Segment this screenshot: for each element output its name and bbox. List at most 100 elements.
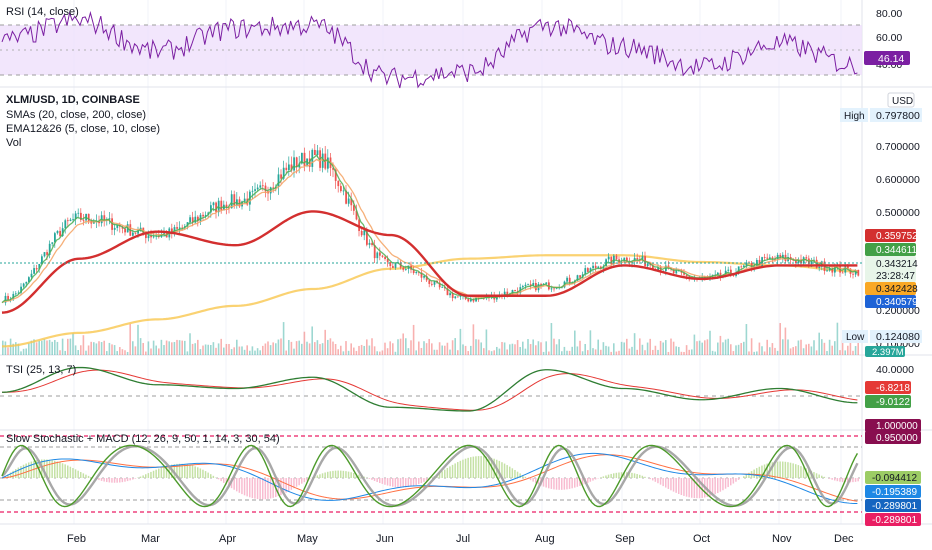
currency-button-bg[interactable] xyxy=(887,92,915,108)
macd-hist-bar xyxy=(550,478,553,489)
macd-hist-bar xyxy=(340,470,342,478)
price-tick-1: 0.600000 xyxy=(876,174,920,186)
volume-bar xyxy=(103,340,105,355)
macd-hist-bar xyxy=(628,472,631,478)
candle-body xyxy=(103,215,106,221)
candle-body xyxy=(22,283,25,287)
volume-bar xyxy=(386,348,389,355)
candle-body xyxy=(636,257,639,260)
macd-hist-bar xyxy=(7,474,9,478)
candle-body xyxy=(831,268,834,273)
tsi-label[interactable]: TSI (25, 13, 7) xyxy=(6,364,76,376)
currency-label[interactable]: USD xyxy=(892,96,913,107)
macd-hist-bar xyxy=(602,476,605,478)
volume-bar xyxy=(537,341,540,355)
candle-body xyxy=(555,287,558,289)
macd-hist-bar xyxy=(111,478,113,483)
macd-hist-bar xyxy=(589,478,592,482)
volume-bar xyxy=(818,332,820,355)
macd-hist-bar xyxy=(418,478,420,485)
macd-hist-bar xyxy=(748,472,750,478)
tsi-signal-badge: -6.8218 xyxy=(876,383,910,394)
macd-hist-bar xyxy=(579,478,581,486)
candle-body xyxy=(381,255,384,257)
candle-body xyxy=(12,293,15,300)
volume-bar xyxy=(412,324,415,355)
candle-body xyxy=(176,227,178,229)
volume-bar xyxy=(168,341,170,355)
candle-body xyxy=(805,257,808,259)
candle-body xyxy=(532,283,535,286)
volume-bar xyxy=(82,335,85,355)
legend-vol[interactable]: Vol xyxy=(6,137,21,149)
macd-hist-bar xyxy=(449,466,451,478)
candle-body xyxy=(204,214,207,217)
macd-hist-bar xyxy=(264,478,267,500)
macd-hist-bar xyxy=(90,477,92,478)
rsi-label[interactable]: RSI (14, close) xyxy=(6,6,79,18)
volume-bar xyxy=(766,339,768,355)
volume-bar xyxy=(98,341,100,355)
macd-hist-bar xyxy=(639,474,641,478)
legend-ema[interactable]: EMA12&26 (5, close, 10, close) xyxy=(6,123,160,135)
legend-sma[interactable]: SMAs (20, close, 200, close) xyxy=(6,109,146,121)
volume-bar xyxy=(150,348,152,355)
candle-body xyxy=(594,265,597,269)
volume-bar xyxy=(795,346,797,355)
macd-hist-bar xyxy=(72,468,74,478)
volume-bar xyxy=(119,347,121,355)
volume-bar xyxy=(662,342,664,355)
volume-bar xyxy=(555,344,558,355)
macd-hist-bar xyxy=(386,478,389,486)
macd-hist-bar xyxy=(519,473,521,478)
macd-hist-bar xyxy=(116,478,118,483)
candle-body xyxy=(834,266,836,273)
macd-hist-bar xyxy=(321,473,324,478)
volume-bar xyxy=(615,351,618,355)
macd-hist-bar xyxy=(654,478,657,482)
volume-bar xyxy=(483,348,485,355)
macd-hist-bar xyxy=(438,472,441,478)
low-label-bg xyxy=(842,330,868,343)
volume-bar xyxy=(553,338,555,355)
candle-body xyxy=(769,257,771,259)
macd-hist-bar xyxy=(345,471,347,478)
candle-body xyxy=(371,242,373,245)
candle-body xyxy=(589,268,592,272)
tsi-line xyxy=(1,366,858,412)
volume-bar xyxy=(308,343,311,355)
macd-hist-bar xyxy=(4,476,7,478)
volume-bar xyxy=(740,343,742,355)
macd-hist-bar xyxy=(659,478,662,485)
macd-hist-bar xyxy=(145,474,147,478)
candle-body xyxy=(431,283,433,285)
volume-bar xyxy=(332,341,334,355)
volume-bar xyxy=(464,345,467,355)
candle-body xyxy=(77,212,80,214)
volume-bar xyxy=(77,350,79,355)
macd-hist-bar xyxy=(329,471,332,478)
volume-bar xyxy=(711,350,714,355)
candle-body xyxy=(72,219,74,220)
macd-hist-bar xyxy=(446,467,449,478)
candle-body xyxy=(584,268,587,275)
macd-hist-bar xyxy=(160,467,163,478)
volume-bar xyxy=(405,338,407,355)
macd-hist-bar xyxy=(113,478,116,483)
candle-body xyxy=(740,266,743,268)
volume-bar xyxy=(33,339,35,355)
volume-bar xyxy=(600,349,602,355)
symbol-title[interactable]: XLM/USD, 1D, COINBASE xyxy=(6,94,140,106)
volume-bar xyxy=(815,350,818,355)
volume-bar xyxy=(730,344,732,355)
candle-body xyxy=(717,272,719,275)
candle-body xyxy=(514,290,516,292)
volume-bar xyxy=(535,345,537,355)
stoch-label[interactable]: Slow Stochastic + MACD (12, 26, 9, 50, 1… xyxy=(6,433,280,445)
candle-body xyxy=(529,284,532,286)
volume-bar xyxy=(787,339,789,355)
volume-bar xyxy=(639,338,641,355)
volume-bar xyxy=(298,340,300,355)
volume-bar xyxy=(542,351,545,355)
